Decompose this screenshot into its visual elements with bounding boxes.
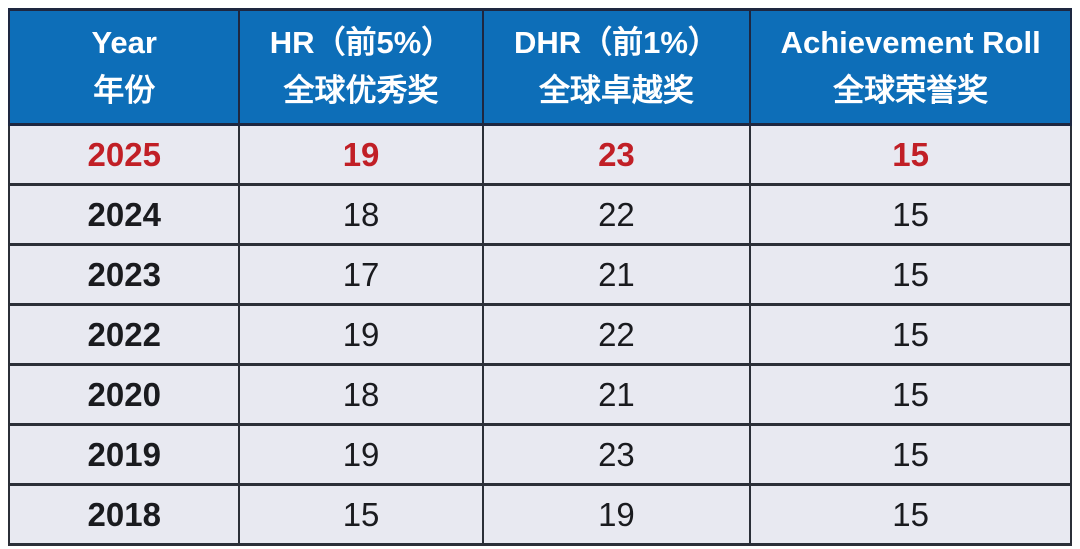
achievement-cell: 15	[749, 243, 1072, 306]
table-header: Year 年份 HR（前5%） 全球优秀奖 DHR（前1%） 全球卓越奖 Ach…	[7, 8, 1072, 126]
header-achievement-zh: 全球荣誉奖	[833, 73, 989, 108]
dhr-cell: 22	[481, 183, 752, 246]
achievement-cell: 15	[749, 183, 1072, 246]
year-cell: 2018	[7, 483, 241, 546]
year-cell: 2025	[7, 123, 241, 186]
hr-cell: 18	[238, 183, 484, 246]
column-header-achievement: Achievement Roll 全球荣誉奖	[749, 8, 1072, 126]
table-body: 2025 19 23 15 2024 18 22 15 2023 17 21 1…	[7, 123, 1072, 546]
hr-cell: 19	[238, 423, 484, 486]
dhr-cell: 23	[481, 423, 752, 486]
achievement-cell: 15	[749, 303, 1072, 366]
achievement-cell: 15	[749, 363, 1072, 426]
table-row-2020: 2020 18 21 15	[7, 363, 1072, 426]
dhr-cell: 22	[481, 303, 752, 366]
column-header-hr: HR（前5%） 全球优秀奖	[238, 8, 484, 126]
header-hr-zh: 全球优秀奖	[283, 73, 439, 108]
table-row-2025: 2025 19 23 15	[7, 123, 1072, 186]
header-dhr-zh: 全球卓越奖	[538, 73, 694, 108]
header-achievement-en: Achievement Roll	[780, 24, 1041, 60]
hr-cell: 15	[238, 483, 484, 546]
table-row-2022: 2022 19 22 15	[7, 303, 1072, 366]
header-row: Year 年份 HR（前5%） 全球优秀奖 DHR（前1%） 全球卓越奖 Ach…	[7, 8, 1072, 126]
achievement-cell: 15	[749, 123, 1072, 186]
year-cell: 2024	[7, 183, 241, 246]
hr-cell: 19	[238, 123, 484, 186]
hr-cell: 18	[238, 363, 484, 426]
table-row-2023: 2023 17 21 15	[7, 243, 1072, 306]
table-row-2019: 2019 19 23 15	[7, 423, 1072, 486]
achievement-cell: 15	[749, 423, 1072, 486]
column-header-year: Year 年份	[7, 8, 241, 126]
year-cell: 2019	[7, 423, 241, 486]
dhr-cell: 23	[481, 123, 752, 186]
header-year-en: Year	[91, 24, 157, 60]
year-cell: 2023	[7, 243, 241, 306]
year-cell: 2020	[7, 363, 241, 426]
header-dhr-en: DHR（前1%）	[513, 24, 719, 60]
dhr-cell: 21	[481, 243, 752, 306]
awards-table-container: Year 年份 HR（前5%） 全球优秀奖 DHR（前1%） 全球卓越奖 Ach…	[7, 8, 1072, 546]
table-row-2024: 2024 18 22 15	[7, 183, 1072, 246]
achievement-cell: 15	[749, 483, 1072, 546]
header-year-zh: 年份	[93, 73, 156, 108]
column-header-dhr: DHR（前1%） 全球卓越奖	[481, 8, 752, 126]
hr-cell: 17	[238, 243, 484, 306]
dhr-cell: 21	[481, 363, 752, 426]
dhr-cell: 19	[481, 483, 752, 546]
awards-table: Year 年份 HR（前5%） 全球优秀奖 DHR（前1%） 全球卓越奖 Ach…	[7, 8, 1072, 546]
table-row-2018: 2018 15 19 15	[7, 483, 1072, 546]
hr-cell: 19	[238, 303, 484, 366]
header-hr-en: HR（前5%）	[269, 24, 453, 60]
year-cell: 2022	[7, 303, 241, 366]
